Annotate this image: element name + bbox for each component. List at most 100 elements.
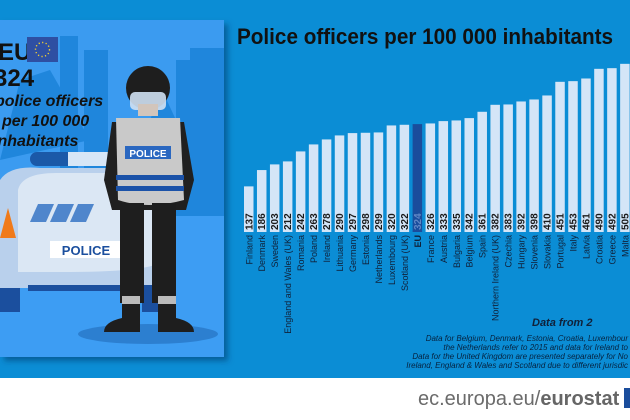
- category-label: Denmark: [257, 235, 267, 272]
- bar-italy: [568, 81, 578, 232]
- bar-northern-ireland-uk-: [490, 104, 500, 232]
- bar-value-label: 278: [322, 213, 333, 230]
- bar-value-label: 299: [374, 213, 385, 230]
- traffic-cone: [0, 208, 16, 238]
- bar-value-label: 137: [244, 213, 255, 230]
- eu-label: EU: [0, 39, 31, 66]
- vest-police-label: POLICE: [129, 149, 167, 160]
- category-label: Belgium: [465, 235, 475, 268]
- category-label: Greece: [607, 235, 617, 265]
- bar-value-label: 505: [620, 213, 630, 230]
- bar-spain: [477, 111, 487, 232]
- bar-slovakia: [542, 95, 552, 232]
- bar-ireland: [321, 139, 332, 232]
- bar-value-label: 242: [296, 213, 307, 230]
- bar-croatia: [594, 68, 604, 232]
- category-label: Luxembourg: [387, 235, 397, 285]
- bar-austria: [438, 121, 449, 232]
- bar-sweden: [269, 164, 280, 232]
- bar-value-label: 382: [491, 213, 502, 230]
- footnote-line: the Netherlands refer to 2015 and data f…: [443, 343, 628, 352]
- category-label: Slovakia: [543, 235, 553, 269]
- bar-value-label: 453: [569, 213, 580, 230]
- eurostat-logo-mark: [624, 388, 630, 408]
- bar-lithuania: [334, 135, 345, 232]
- category-label: Bulgaria: [452, 235, 462, 268]
- bar-value-label: 324: [413, 213, 424, 230]
- category-label: Sweden: [270, 235, 280, 268]
- bar-eu: [412, 124, 423, 232]
- footnote-line: Data for the United Kingdom are presente…: [412, 352, 628, 361]
- category-label: Poland: [309, 235, 319, 263]
- bar-value-label: 322: [400, 213, 411, 230]
- category-label: Slovenia: [530, 235, 540, 270]
- bar-czechia: [503, 104, 513, 232]
- bar-netherlands: [373, 132, 384, 232]
- category-label: Estonia: [361, 235, 371, 265]
- bar-value-label: 398: [530, 213, 541, 230]
- bar-scotland-uk-: [399, 124, 410, 232]
- bar-denmark: [256, 170, 267, 232]
- category-label: Finland: [244, 235, 254, 265]
- bar-value-label: 383: [504, 213, 515, 230]
- category-label: Scotland (UK): [400, 235, 410, 291]
- bar-luxembourg: [386, 125, 397, 232]
- panel-line-3: inhabitants: [0, 133, 78, 150]
- police-officer: POLICE: [78, 66, 218, 344]
- bar-germany: [347, 133, 358, 232]
- bar-estonia: [360, 132, 371, 232]
- eu-value: 324: [0, 65, 35, 92]
- bar-value-label: 290: [335, 213, 346, 230]
- bar-latvia: [581, 78, 591, 232]
- bar-value-label: 361: [478, 213, 489, 230]
- category-label: Italy: [569, 235, 579, 252]
- bar-value-label: 451: [556, 213, 567, 230]
- category-label: Germany: [348, 235, 358, 273]
- bar-value-label: 342: [465, 213, 476, 230]
- url-eurostat: eurostat: [540, 388, 619, 410]
- bar-hungary: [516, 101, 526, 233]
- bar-value-label: 333: [439, 213, 450, 230]
- svg-text:ec.europa.eu/eurostat: ec.europa.eu/eurostat: [418, 388, 620, 410]
- category-label: France: [426, 235, 436, 263]
- bar-value-label: 297: [348, 213, 359, 230]
- footer-band: [0, 378, 630, 420]
- category-label: Austria: [439, 235, 449, 263]
- footer-url[interactable]: ec.europa.eu/eurostat: [418, 388, 630, 410]
- bar-romania: [295, 151, 306, 232]
- bar-bulgaria: [451, 120, 462, 232]
- bar-slovenia: [529, 99, 539, 232]
- chart-title: Police officers per 100 000 inhabitants: [237, 24, 613, 49]
- category-label: Romania: [296, 235, 306, 271]
- bar-poland: [308, 144, 319, 232]
- bar-value-label: 492: [607, 213, 618, 230]
- bar-value-label: 203: [270, 213, 281, 230]
- category-label: Malta: [620, 235, 630, 257]
- bar-value-label: 490: [594, 213, 605, 230]
- url-domain: ec.europa.eu/: [418, 388, 541, 410]
- bar-france: [425, 123, 436, 232]
- footnotes: Data for Belgium, Denmark, Estonia, Croa…: [406, 334, 628, 370]
- bar-value-label: 335: [452, 213, 463, 230]
- bar-finland: [244, 186, 254, 232]
- illustration-panel: POLICE POLICE: [0, 20, 224, 357]
- bar-england-and-wales-uk-: [282, 161, 293, 232]
- bar-value-label: 410: [543, 213, 554, 230]
- bar-value-label: 263: [309, 213, 320, 230]
- category-label: Czechia: [504, 235, 514, 268]
- bar-value-label: 461: [581, 213, 592, 230]
- eu-flag-icon: [27, 37, 58, 62]
- category-label: Hungary: [517, 235, 527, 270]
- bar-value-label: 212: [283, 213, 294, 230]
- bar-value-label: 320: [387, 213, 398, 230]
- bar-greece: [607, 68, 617, 232]
- bar-value-label: 326: [426, 213, 437, 230]
- data-year-note: Data from 2: [532, 317, 593, 329]
- category-label: Northern Ireland (UK): [491, 235, 501, 321]
- footnote-line: Ireland, England & Wales and Scotland du…: [406, 361, 628, 370]
- category-label: Spain: [478, 235, 488, 258]
- car-police-label: POLICE: [62, 243, 111, 258]
- footnote-line: Data for Belgium, Denmark, Estonia, Croa…: [426, 334, 629, 343]
